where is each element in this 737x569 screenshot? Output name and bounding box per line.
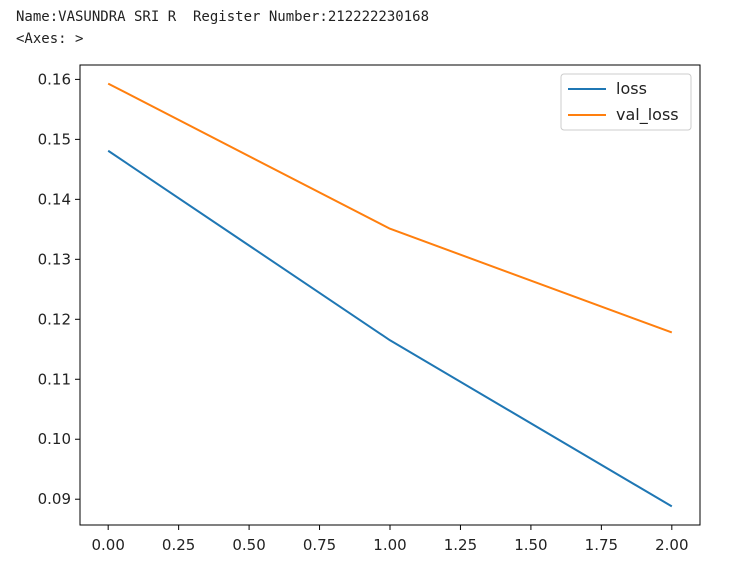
- output-text-axes-repr: <Axes: >: [16, 31, 84, 47]
- y-tick-label: 0.11: [38, 370, 71, 388]
- x-tick-label: 1.50: [514, 536, 547, 554]
- series-line-loss: [107, 149, 673, 508]
- x-tick-label: 0.25: [162, 536, 195, 554]
- y-tick-label: 0.15: [38, 130, 71, 148]
- x-tick-label: 0.00: [91, 536, 124, 554]
- legend-label-loss: loss: [616, 79, 647, 98]
- axes-layer: 0.00 0.25 0.50 0.75 1.00 1.25 1.50 1.75 2.00 0.09…: [38, 64, 701, 554]
- y-tick-label: 0.13: [38, 250, 71, 268]
- x-tick-label: 0.50: [232, 536, 265, 554]
- x-tick-label: 2.00: [655, 536, 688, 554]
- x-tick-label: 1.25: [444, 536, 477, 554]
- output-text-name: Name:VASUNDRA SRI R Register Number:2122…: [16, 9, 430, 25]
- x-tick-label: 0.75: [303, 536, 336, 554]
- x-tick-label: 1.75: [585, 536, 618, 554]
- series-layer: [107, 82, 673, 508]
- legend: loss val_loss: [560, 73, 692, 131]
- y-tick-label: 0.09: [38, 490, 71, 508]
- y-tick-label: 0.14: [38, 190, 71, 208]
- legend-label-val_loss: val_loss: [616, 105, 679, 125]
- y-tick-label: 0.16: [38, 70, 71, 88]
- y-tick-label: 0.10: [38, 430, 71, 448]
- plot-frame: [79, 64, 701, 526]
- series-line-val_loss: [107, 82, 673, 334]
- y-tick-label: 0.12: [38, 310, 71, 328]
- x-tick-label: 1.00: [373, 536, 406, 554]
